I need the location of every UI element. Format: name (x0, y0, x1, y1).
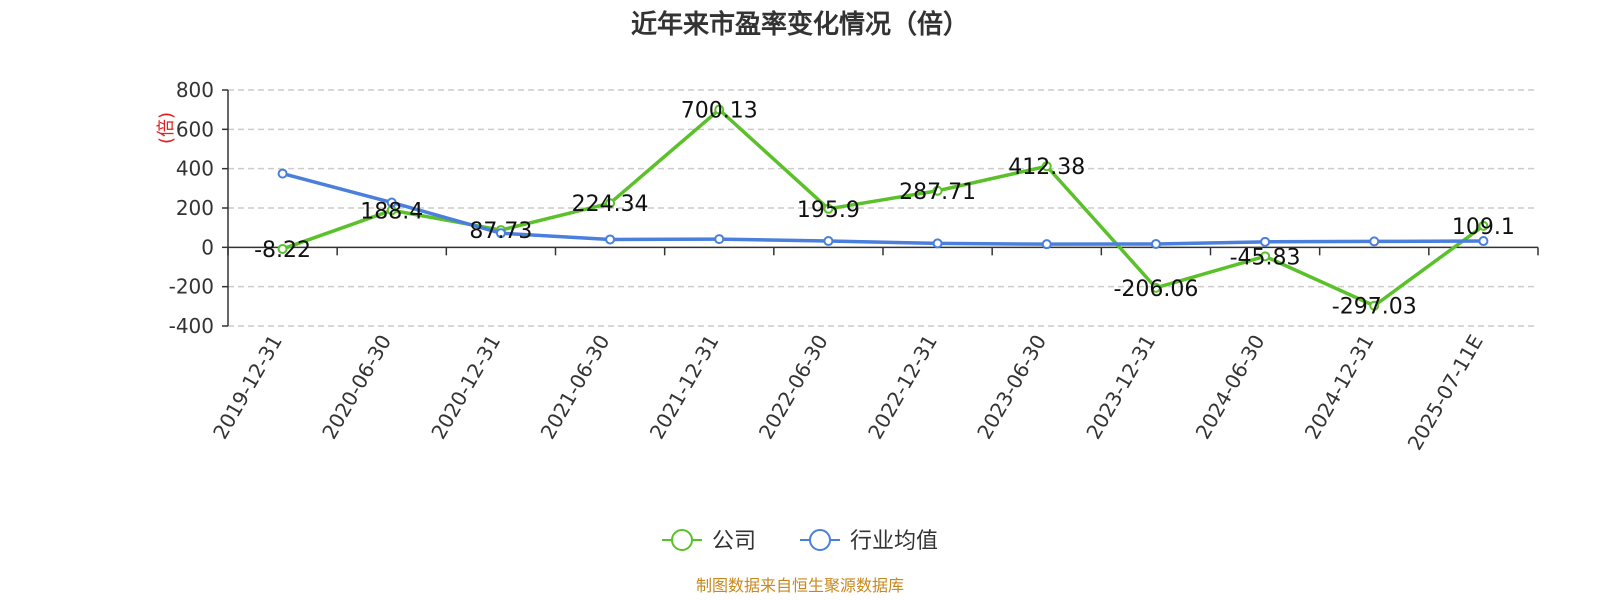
legend-label: 行业均值 (850, 529, 938, 554)
data-point (277, 168, 288, 179)
data-label: 195.9 (797, 198, 860, 223)
x-tick-label: 2025-07-11E (1403, 331, 1488, 455)
data-point (1369, 236, 1380, 247)
data-label: 700.13 (681, 99, 758, 124)
data-point (714, 234, 725, 245)
data-point (1150, 282, 1161, 293)
data-point (1041, 239, 1052, 250)
source-note: 制图数据来自恒生聚源数据库 (696, 576, 904, 595)
data-point (277, 243, 288, 254)
x-tick-label: 2023-12-31 (1081, 331, 1160, 444)
y-tick-label: 600 (176, 117, 214, 141)
data-label: 188.4 (360, 199, 423, 224)
data-point (1041, 161, 1052, 172)
x-tick-label: 2020-12-31 (426, 330, 505, 443)
x-tick-label: 2024-06-30 (1191, 331, 1270, 444)
legend-marker (671, 529, 693, 551)
x-tick-label: 2024-12-31 (1300, 331, 1379, 444)
data-label: -8.22 (254, 238, 311, 263)
x-tick-label: 2021-12-31 (645, 331, 724, 444)
data-label: 109.1 (1452, 215, 1515, 240)
x-tick-label: 2021-06-30 (536, 331, 615, 444)
data-label: 224.34 (572, 192, 649, 217)
data-point (714, 104, 725, 115)
legend: 公司 行业均值 (662, 529, 938, 554)
data-label: 412.38 (1008, 155, 1085, 180)
data-point (1260, 236, 1271, 247)
x-tick-label: 2022-12-31 (863, 330, 942, 443)
y-tick-label: -400 (169, 314, 214, 338)
grid (228, 89, 1538, 327)
data-point (1478, 236, 1489, 247)
data-point (1478, 220, 1489, 231)
data-point (605, 234, 616, 245)
data-label: -45.83 (1230, 245, 1301, 270)
data-point (605, 198, 616, 209)
y-axis-unit: (倍) (156, 112, 177, 144)
data-label: -297.03 (1332, 295, 1417, 320)
series (277, 104, 1489, 311)
legend-marker (809, 529, 831, 551)
y-tick-label: 200 (176, 196, 214, 220)
data-label: 87.73 (469, 219, 532, 244)
data-labels: -8.22 188.4 87.73 224.34 700.13 195.9 287.71 41… (254, 99, 1515, 320)
data-point (1369, 300, 1380, 311)
chart-title: 近年来市盈率变化情况（倍） (631, 9, 969, 40)
data-point (386, 197, 397, 208)
legend-label: 公司 (712, 529, 756, 554)
x-tick-label: 2019-12-31 (208, 331, 287, 444)
x-tick-label: 2023-06-30 (972, 331, 1051, 444)
y-tick-label: 0 (201, 235, 214, 259)
data-point (1260, 251, 1271, 262)
y-tick-label: 800 (176, 78, 214, 102)
data-point (495, 228, 506, 239)
y-tick-label: 400 (176, 157, 214, 181)
y-tick-label: -200 (169, 275, 214, 299)
data-point (823, 203, 834, 214)
data-label: 287.71 (899, 180, 976, 205)
data-point (932, 238, 943, 249)
x-tick-label: 2020-06-30 (317, 331, 396, 444)
data-label: -206.06 (1113, 277, 1198, 302)
data-point (932, 185, 943, 196)
x-tick-label: 2022-06-30 (754, 331, 833, 444)
data-point (823, 236, 834, 247)
data-point (1150, 238, 1161, 249)
series-line (282, 171, 1484, 246)
